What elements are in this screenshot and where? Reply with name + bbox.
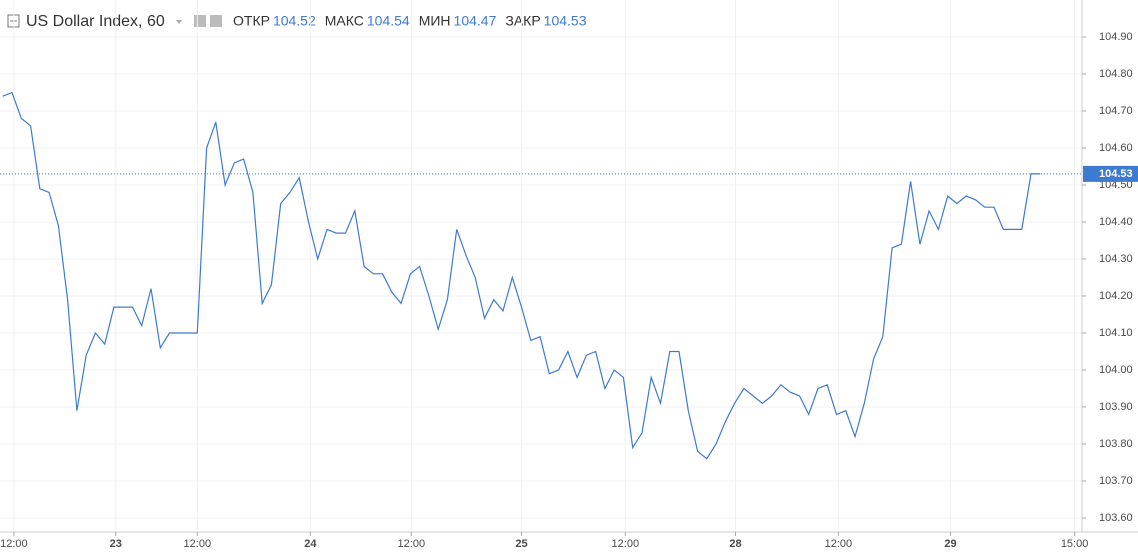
x-tick-label: 12:00: [184, 538, 212, 550]
dropdown-arrow[interactable]: [176, 20, 182, 24]
x-tick-label: 12:00: [825, 538, 853, 550]
y-tick-label: 104.20: [1099, 290, 1133, 302]
ohlc-value: 104.53: [544, 13, 587, 29]
x-tick-label: 24: [304, 538, 317, 550]
ohlc-value: 104.52: [273, 13, 316, 29]
y-tick-label: 104.30: [1099, 253, 1133, 265]
last-price-label: 104.53: [1099, 168, 1133, 180]
ohlc-label: ОТКР: [233, 13, 270, 29]
x-tick-label: 23: [110, 538, 122, 550]
ohlc-value: 104.54: [367, 13, 410, 29]
x-tick-label: 28: [729, 538, 741, 550]
y-tick-label: 104.10: [1099, 327, 1133, 339]
settings-icon[interactable]: [194, 15, 206, 27]
y-tick-label: 104.70: [1099, 105, 1133, 117]
y-tick-label: 104.00: [1099, 364, 1133, 376]
y-tick-label: 103.80: [1099, 438, 1133, 450]
y-tick-label: 104.40: [1099, 216, 1133, 228]
settings-icon[interactable]: [210, 15, 222, 27]
y-tick-label: 104.50: [1099, 179, 1133, 191]
ohlc-value: 104.47: [454, 13, 497, 29]
y-tick-label: 104.90: [1099, 31, 1133, 43]
ohlc-label: МАКС: [325, 13, 364, 29]
x-tick-label: 12:00: [398, 538, 426, 550]
y-tick-label: 104.80: [1099, 68, 1133, 80]
y-tick-label: 103.90: [1099, 401, 1133, 413]
x-tick-label: 12:00: [612, 538, 640, 550]
price-line: [2, 91, 1041, 460]
ohlc-label: МИН: [419, 13, 451, 29]
y-tick-label: 104.60: [1099, 142, 1133, 154]
x-tick-label: 25: [515, 538, 527, 550]
y-tick-label: 103.60: [1099, 512, 1133, 524]
ohlc-group: ОТКР 104.52 МАКС 104.54 МИН 104.47 ЗАКР 104.53: [233, 13, 587, 29]
x-tick-label: 29: [944, 538, 956, 550]
chart-title: US Dollar Index, 60: [26, 13, 165, 30]
x-tick-label: 15:00: [1061, 538, 1089, 550]
x-tick-label: 12:00: [0, 538, 28, 550]
last-price-box: [1083, 165, 1138, 182]
y-tick-label: 103.70: [1099, 475, 1133, 487]
ohlc-label: ЗАКР: [505, 13, 540, 29]
